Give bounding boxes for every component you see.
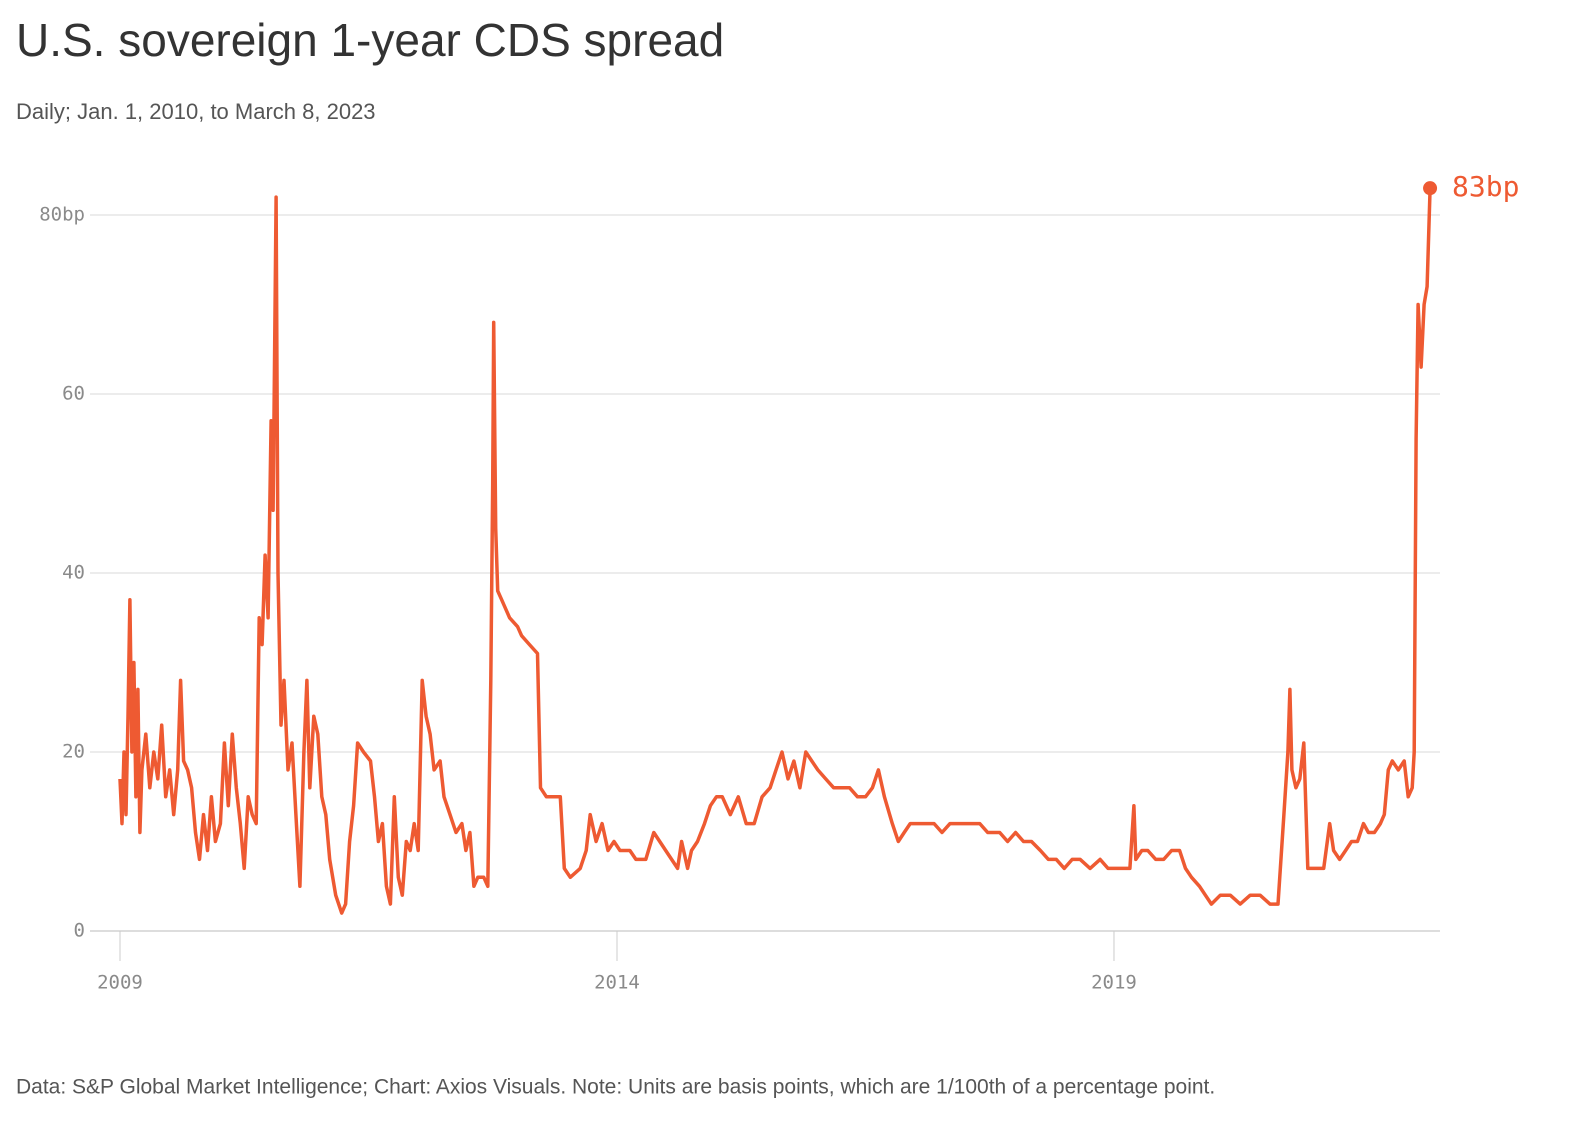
end-point: [1423, 181, 1438, 196]
y-tick-label: 0: [74, 920, 85, 942]
x-tick-label: 2014: [594, 972, 640, 994]
x-tick-label: 2009: [97, 972, 143, 994]
data-line: [118, 188, 1432, 915]
y-tick-label: 60: [62, 383, 85, 405]
y-tick-label: 40: [62, 562, 85, 584]
end-label: 83bp: [1452, 170, 1519, 203]
source-note: Data: S&P Global Market Intelligence; Ch…: [16, 1076, 1215, 1099]
x-tick-label: 2019: [1091, 972, 1137, 994]
y-tick-label: 80bp: [39, 204, 85, 226]
chart-title: U.S. sovereign 1-year CDS spread: [16, 14, 724, 66]
y-tick-label: 20: [62, 741, 85, 763]
chart-subtitle: Daily; Jan. 1, 2010, to March 8, 2023: [16, 99, 376, 124]
